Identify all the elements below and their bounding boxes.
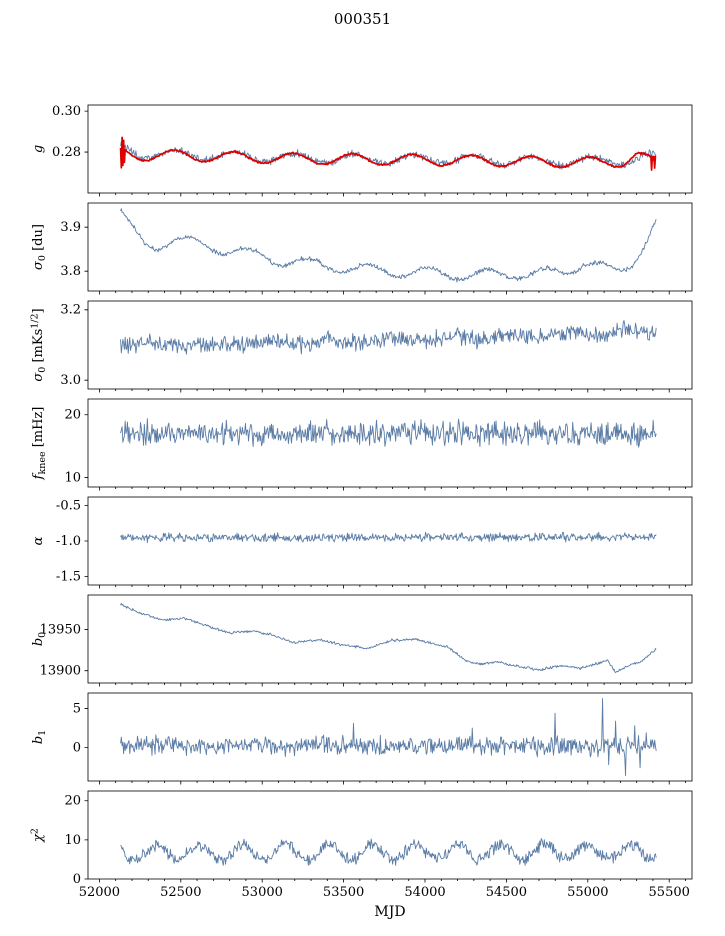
figure: 000351 xyxy=(0,0,725,936)
chart-canvas xyxy=(0,0,725,936)
